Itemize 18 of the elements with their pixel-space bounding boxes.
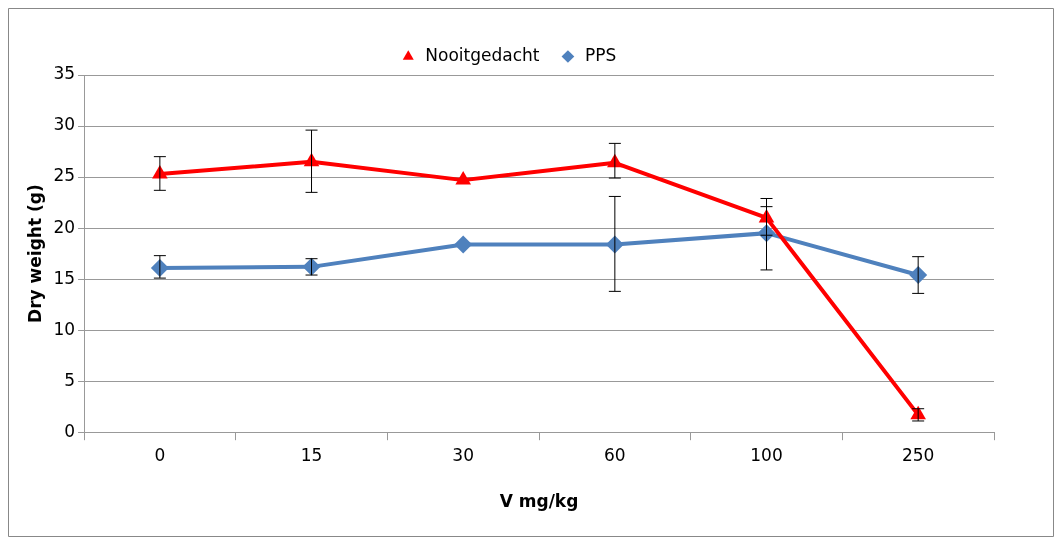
legend-label: Nooitgedacht [425,44,540,65]
legend-label: PPS [584,44,617,65]
x-tick-label: 100 [750,444,783,465]
y-tick-label: 25 [53,165,76,186]
y-tick-label: 30 [53,114,76,135]
y-tick-label: 15 [53,267,76,288]
x-axis-title: V mg/kg [499,491,579,512]
x-tick-label: 15 [300,444,323,465]
y-tick-label: 20 [53,216,76,237]
x-tick-label: 30 [452,444,475,465]
x-tick-label: 60 [604,444,626,465]
y-tick-label: 10 [53,318,76,339]
y-tick-label: 5 [64,369,76,390]
y-tick-label: 0 [64,420,76,441]
x-tick-label: 0 [154,444,166,465]
x-tick-label: 250 [901,444,935,465]
y-tick-label: 35 [53,63,76,84]
y-axis-title: Dry weight (g) [24,184,45,323]
